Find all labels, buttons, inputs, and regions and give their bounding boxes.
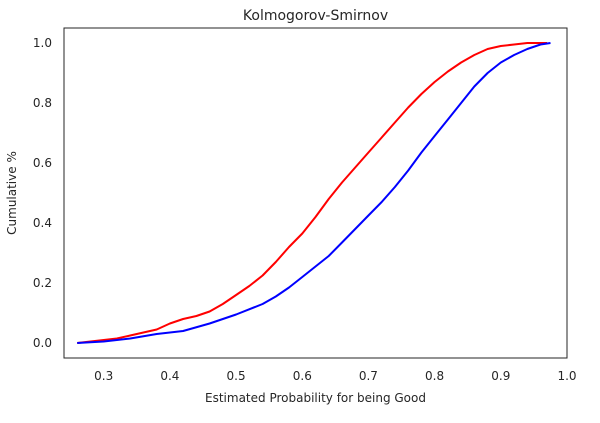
x-tick-label: 0.8 bbox=[425, 369, 444, 383]
x-tick-label: 0.3 bbox=[94, 369, 113, 383]
series-line-0 bbox=[77, 42, 548, 344]
x-tick-labels: 0.3 0.4 0.5 0.6 0.7 0.8 0.9 1.0 bbox=[94, 369, 576, 383]
x-axis-label: Estimated Probability for being Good bbox=[205, 391, 426, 405]
y-axis-label: Cumulative % bbox=[5, 151, 19, 235]
chart-title: Kolmogorov-Smirnov bbox=[243, 8, 388, 24]
y-tick-label: 0.4 bbox=[33, 216, 52, 230]
x-tick-label: 0.7 bbox=[359, 369, 378, 383]
y-tick-label: 0.0 bbox=[33, 336, 52, 350]
y-tick-label: 0.2 bbox=[33, 276, 52, 290]
series-layer bbox=[77, 42, 551, 344]
x-tick-label: 0.4 bbox=[160, 369, 179, 383]
y-tick-labels: 0.0 0.2 0.4 0.6 0.8 1.0 bbox=[33, 36, 52, 350]
plot-area bbox=[63, 27, 568, 359]
series-line-1 bbox=[77, 42, 551, 344]
x-tick-label: 0.9 bbox=[491, 369, 510, 383]
x-tick-label: 0.5 bbox=[227, 369, 246, 383]
y-tick-label: 0.6 bbox=[33, 156, 52, 170]
x-tick-label: 0.6 bbox=[293, 369, 312, 383]
x-tick-label: 1.0 bbox=[557, 369, 576, 383]
y-tick-label: 1.0 bbox=[33, 36, 52, 50]
y-tick-label: 0.8 bbox=[33, 96, 52, 110]
